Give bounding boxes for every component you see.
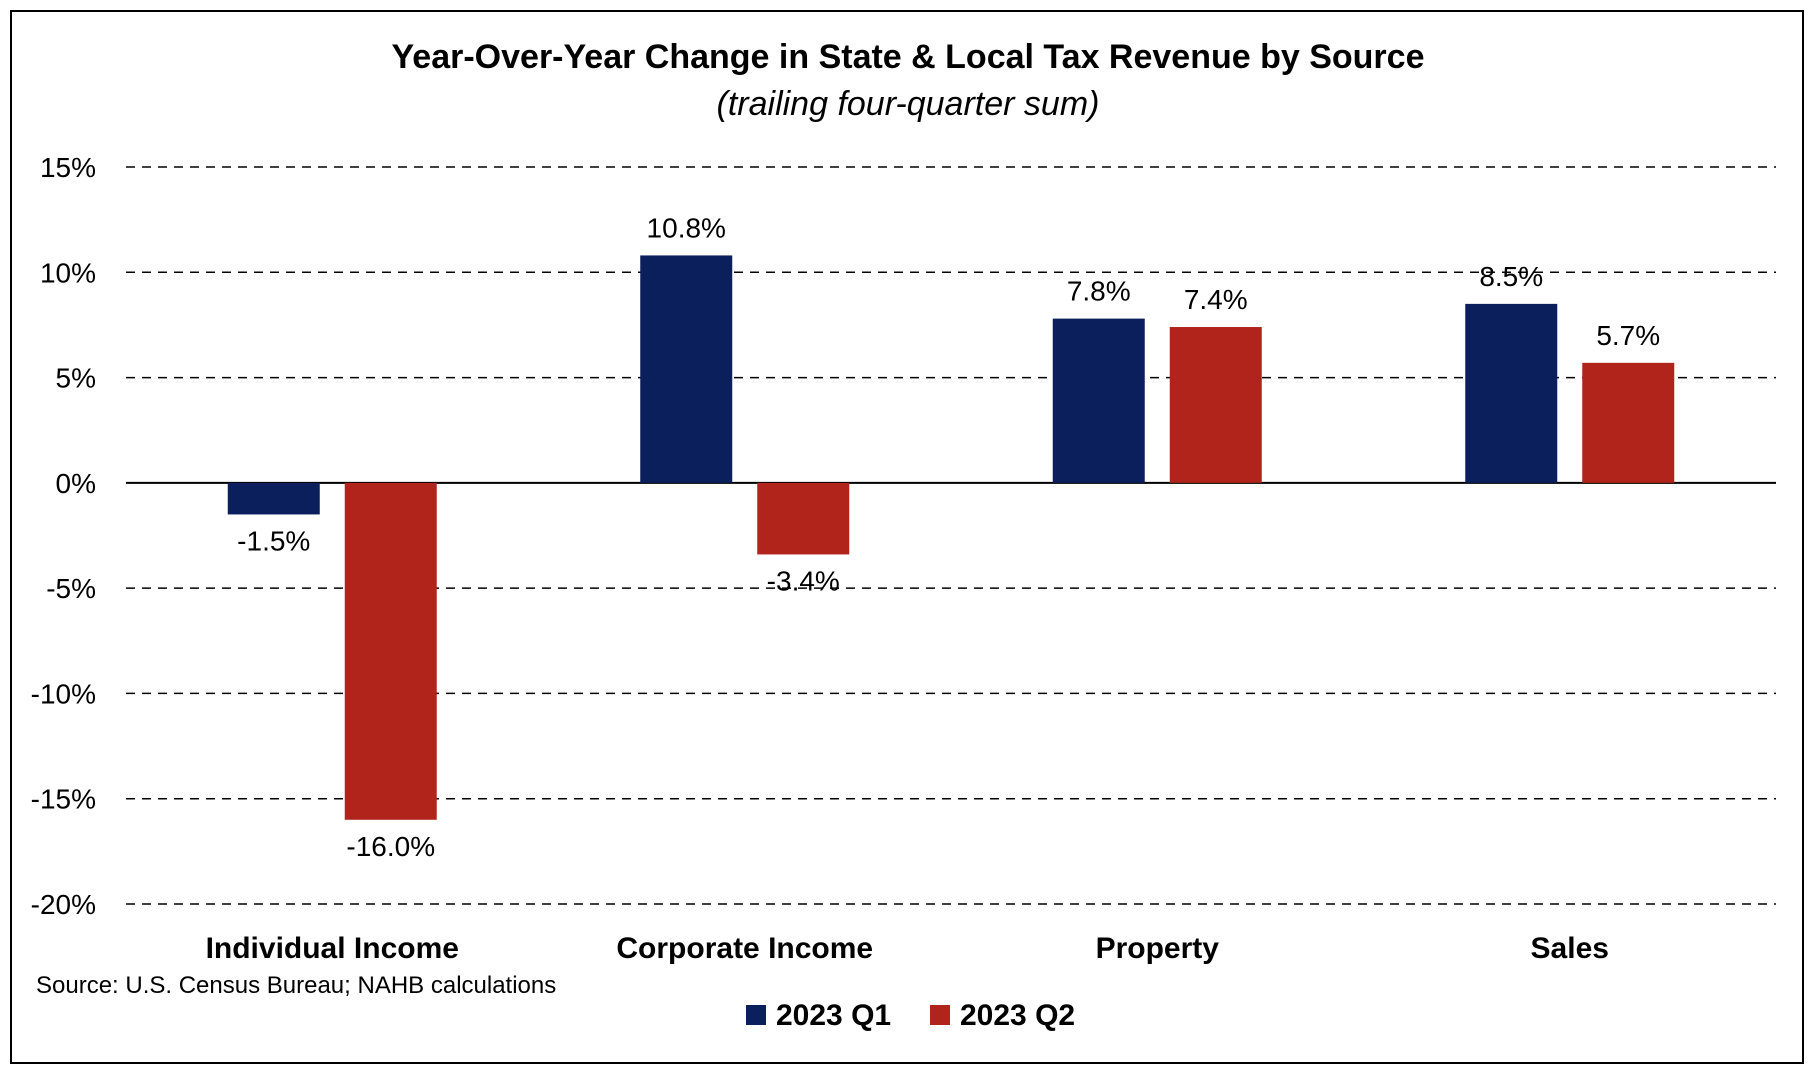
data-label: 5.7% — [1596, 320, 1660, 351]
bar-2023-q1-property — [1052, 318, 1145, 483]
y-tick-label: 5% — [56, 363, 96, 394]
bar-2023-q1-corporate-income — [640, 255, 733, 483]
bars — [227, 255, 1675, 820]
chart-title: Year-Over-Year Change in State & Local T… — [392, 38, 1425, 76]
data-label: -1.5% — [237, 525, 310, 556]
legend-label: 2023 Q2 — [960, 999, 1075, 1032]
y-tick-label: 0% — [56, 468, 96, 499]
category-label: Individual Income — [206, 932, 459, 965]
legend-label: 2023 Q1 — [776, 999, 891, 1032]
category-label: Sales — [1531, 932, 1609, 965]
category-label: Corporate Income — [616, 932, 873, 965]
y-tick-label: -10% — [31, 678, 96, 709]
data-labels: -1.5% -16.0% 10.8% -3.4% 7.8% 7.4% 8.5% 5.7% — [237, 212, 1660, 861]
legend-swatch — [930, 1005, 950, 1025]
y-axis-ticks: 15% 10% 5% 0% -5% -10% -15% -20% — [31, 152, 96, 920]
bar-2023-q2-property — [1169, 327, 1262, 483]
data-label: -3.4% — [767, 565, 840, 596]
category-labels: Individual Income Corporate Income Propert… — [206, 932, 1609, 965]
data-label: 8.5% — [1479, 261, 1543, 292]
bar-2023-q2-individual-income — [344, 482, 437, 820]
data-label: -16.0% — [346, 831, 435, 862]
data-label: 7.8% — [1067, 276, 1131, 307]
y-tick-label: -5% — [46, 573, 96, 604]
y-tick-label: -20% — [31, 889, 96, 920]
chart-subtitle: (trailing four-quarter sum) — [717, 85, 1100, 123]
data-label: 10.8% — [647, 212, 726, 243]
legend-swatch — [746, 1005, 766, 1025]
source-note: Source: U.S. Census Bureau; NAHB calcula… — [36, 972, 556, 999]
y-tick-label: 10% — [40, 257, 96, 288]
bar-2023-q1-sales — [1465, 303, 1558, 483]
y-tick-label: -15% — [31, 784, 96, 815]
bar-2023-q1-individual-income — [227, 482, 320, 515]
bar-2023-q2-corporate-income — [757, 482, 850, 555]
y-tick-label: 15% — [40, 152, 96, 183]
bar-2023-q2-sales — [1582, 362, 1675, 483]
data-label: 7.4% — [1184, 284, 1248, 315]
legend: 2023 Q1 2023 Q2 — [746, 999, 1075, 1032]
chart-frame — [10, 10, 1804, 1064]
category-label: Property — [1096, 932, 1220, 965]
